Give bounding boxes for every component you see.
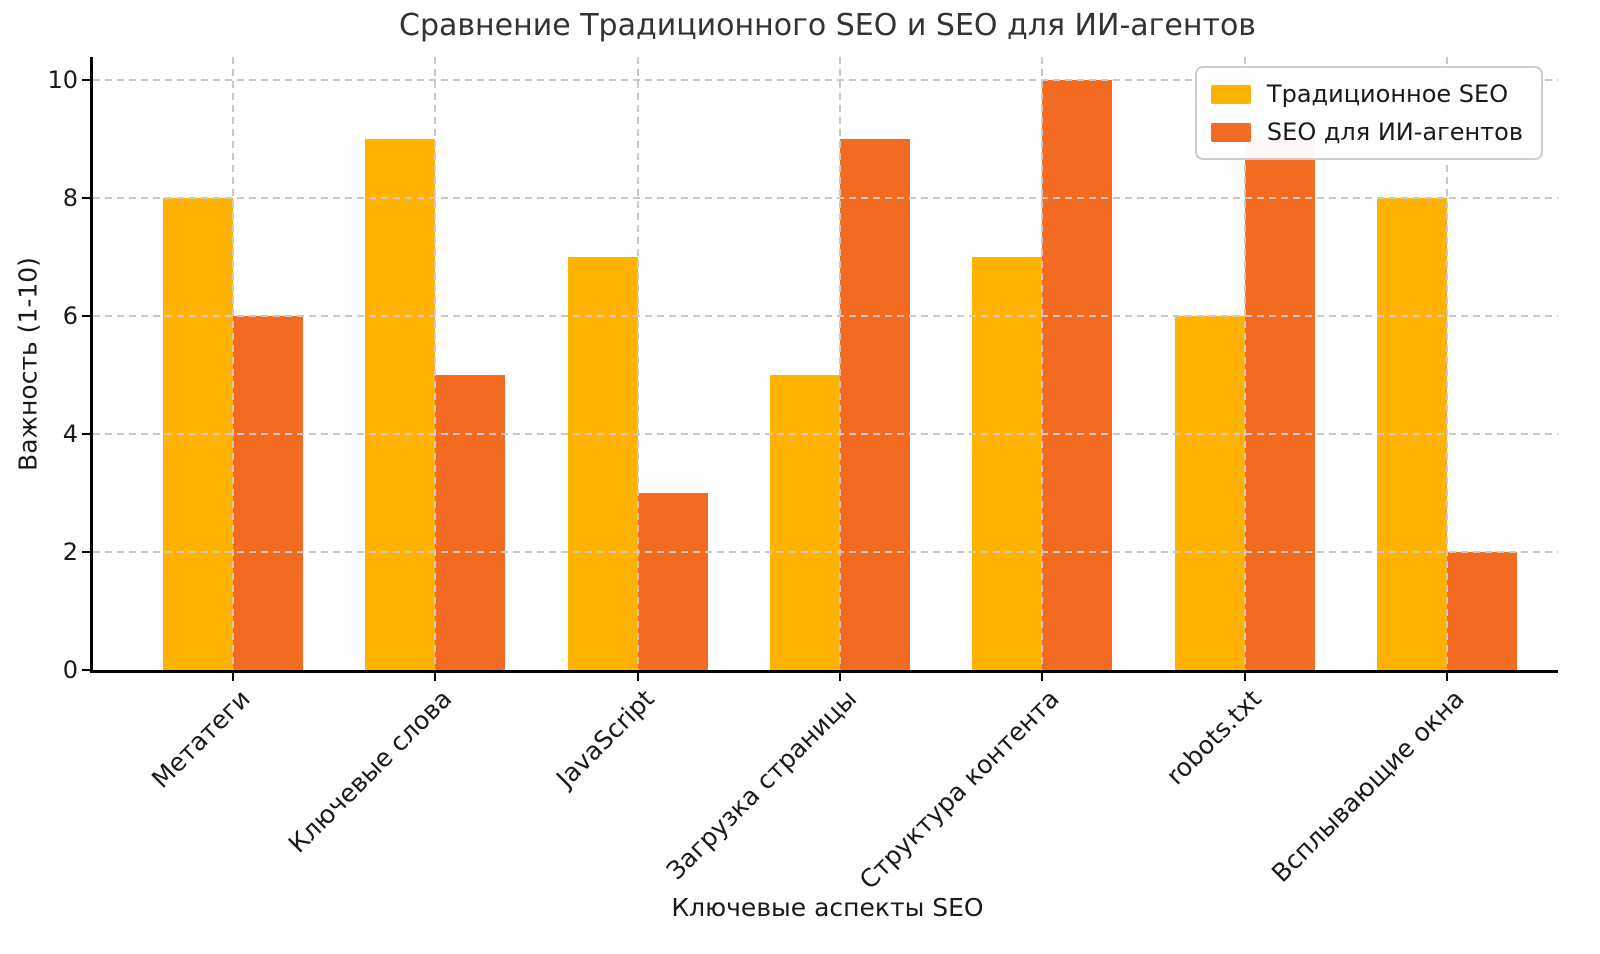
x-tick-label-0: Метатеги <box>145 684 256 794</box>
gridline-y-8 <box>93 197 1558 199</box>
legend-item-ai-agents-seo: SEO для ИИ-агентов <box>1210 118 1523 146</box>
y-tick-2 <box>82 551 90 553</box>
x-tick-0 <box>232 673 234 681</box>
bar-ai-6 <box>1446 552 1517 670</box>
bar-traditional-3 <box>769 375 840 670</box>
legend-label-traditional-seo: Традиционное SEO <box>1266 80 1509 108</box>
gridline-x-4 <box>1041 57 1044 670</box>
bar-ai-0 <box>233 316 303 670</box>
y-tick-4 <box>82 433 90 435</box>
bar-ai-4 <box>1042 80 1113 670</box>
gridline-y-4 <box>93 433 1558 435</box>
gridline-y-6 <box>93 315 1558 317</box>
chart-title: Сравнение Традиционного SEO и SEO для ИИ… <box>399 8 1256 43</box>
y-tick-label-0: 0 <box>62 656 78 684</box>
gridline-x-1 <box>434 57 437 670</box>
gridline-x-5 <box>1243 57 1246 670</box>
x-tick-1 <box>434 673 437 681</box>
bar-ai-1 <box>435 375 506 670</box>
x-tick-label-3: Загрузка страницы <box>661 684 863 886</box>
y-tick-label-8: 8 <box>62 184 78 212</box>
y-tick-8 <box>82 197 90 199</box>
y-tick-6 <box>82 315 90 317</box>
bar-traditional-1 <box>365 139 436 670</box>
bar-ai-3 <box>839 139 910 670</box>
gridline-x-0 <box>232 57 234 670</box>
x-tick-label-2: JavaScript <box>550 684 661 794</box>
gridline-y-10 <box>93 79 1558 81</box>
bar-ai-2 <box>637 493 708 670</box>
legend: Традиционное SEO SEO для ИИ-агентов <box>1194 66 1543 160</box>
x-tick-label-5: robots.txt <box>1160 684 1268 791</box>
x-tick-6 <box>1445 673 1448 681</box>
bar-traditional-4 <box>972 257 1043 670</box>
y-tick-label-4: 4 <box>62 420 78 448</box>
legend-label-ai-agents-seo: SEO для ИИ-агентов <box>1266 118 1523 146</box>
bar-traditional-2 <box>567 257 638 670</box>
bar-traditional-5 <box>1174 316 1245 670</box>
bar-ai-5 <box>1244 139 1315 670</box>
gridline-x-2 <box>636 57 639 670</box>
gridline-x-3 <box>838 57 841 670</box>
y-tick-10 <box>82 79 90 81</box>
legend-swatch-ai-agents-seo <box>1210 122 1251 142</box>
y-tick-label-6: 6 <box>62 302 78 330</box>
gridline-y-2 <box>93 551 1558 553</box>
x-axis-spine <box>90 670 1558 673</box>
legend-item-traditional-seo: Традиционное SEO <box>1210 80 1523 108</box>
x-axis-label: Ключевые аспекты SEO <box>671 893 984 922</box>
x-tick-label-6: Всплывающие окна <box>1265 684 1470 888</box>
x-tick-label-4: Структура контента <box>853 684 1065 895</box>
x-tick-4 <box>1041 673 1044 681</box>
legend-swatch-traditional-seo <box>1210 84 1251 104</box>
gridline-x-6 <box>1445 57 1448 670</box>
y-tick-label-10: 10 <box>47 66 78 94</box>
x-tick-3 <box>838 673 841 681</box>
x-tick-label-1: Ключевые слова <box>283 684 458 859</box>
y-tick-0 <box>82 669 90 671</box>
x-tick-2 <box>636 673 639 681</box>
y-axis-spine <box>90 57 93 673</box>
x-tick-5 <box>1243 673 1246 681</box>
y-tick-label-2: 2 <box>62 538 78 566</box>
